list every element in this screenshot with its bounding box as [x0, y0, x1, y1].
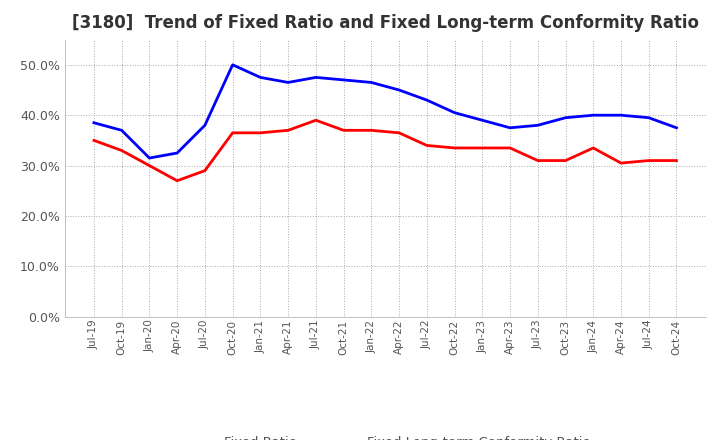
- Fixed Long-term Conformity Ratio: [228, 130, 237, 136]
- Fixed Ratio: [589, 113, 598, 118]
- Fixed Ratio: [201, 123, 210, 128]
- Fixed Ratio: [367, 80, 376, 85]
- Fixed Long-term Conformity Ratio: [644, 158, 653, 163]
- Fixed Ratio: [561, 115, 570, 121]
- Title: [3180]  Trend of Fixed Ratio and Fixed Long-term Conformity Ratio: [3180] Trend of Fixed Ratio and Fixed Lo…: [72, 15, 698, 33]
- Fixed Long-term Conformity Ratio: [173, 178, 181, 183]
- Fixed Ratio: [450, 110, 459, 115]
- Fixed Long-term Conformity Ratio: [117, 148, 126, 153]
- Fixed Long-term Conformity Ratio: [284, 128, 292, 133]
- Fixed Long-term Conformity Ratio: [423, 143, 431, 148]
- Fixed Ratio: [145, 155, 154, 161]
- Legend: Fixed Ratio, Fixed Long-term Conformity Ratio: Fixed Ratio, Fixed Long-term Conformity …: [175, 431, 595, 440]
- Line: Fixed Long-term Conformity Ratio: Fixed Long-term Conformity Ratio: [94, 120, 677, 181]
- Fixed Long-term Conformity Ratio: [201, 168, 210, 173]
- Fixed Ratio: [534, 123, 542, 128]
- Fixed Ratio: [478, 117, 487, 123]
- Fixed Long-term Conformity Ratio: [672, 158, 681, 163]
- Fixed Long-term Conformity Ratio: [616, 161, 625, 166]
- Fixed Long-term Conformity Ratio: [450, 145, 459, 150]
- Fixed Ratio: [173, 150, 181, 156]
- Line: Fixed Ratio: Fixed Ratio: [94, 65, 677, 158]
- Fixed Long-term Conformity Ratio: [589, 145, 598, 150]
- Fixed Long-term Conformity Ratio: [395, 130, 403, 136]
- Fixed Long-term Conformity Ratio: [534, 158, 542, 163]
- Fixed Ratio: [117, 128, 126, 133]
- Fixed Long-term Conformity Ratio: [561, 158, 570, 163]
- Fixed Long-term Conformity Ratio: [312, 117, 320, 123]
- Fixed Long-term Conformity Ratio: [339, 128, 348, 133]
- Fixed Ratio: [284, 80, 292, 85]
- Fixed Ratio: [312, 75, 320, 80]
- Fixed Long-term Conformity Ratio: [478, 145, 487, 150]
- Fixed Ratio: [423, 97, 431, 103]
- Fixed Long-term Conformity Ratio: [367, 128, 376, 133]
- Fixed Ratio: [505, 125, 514, 130]
- Fixed Long-term Conformity Ratio: [505, 145, 514, 150]
- Fixed Ratio: [256, 75, 265, 80]
- Fixed Ratio: [672, 125, 681, 130]
- Fixed Long-term Conformity Ratio: [145, 163, 154, 168]
- Fixed Ratio: [89, 120, 98, 125]
- Fixed Ratio: [616, 113, 625, 118]
- Fixed Ratio: [339, 77, 348, 83]
- Fixed Ratio: [228, 62, 237, 67]
- Fixed Long-term Conformity Ratio: [89, 138, 98, 143]
- Fixed Long-term Conformity Ratio: [256, 130, 265, 136]
- Fixed Ratio: [644, 115, 653, 121]
- Fixed Ratio: [395, 88, 403, 93]
